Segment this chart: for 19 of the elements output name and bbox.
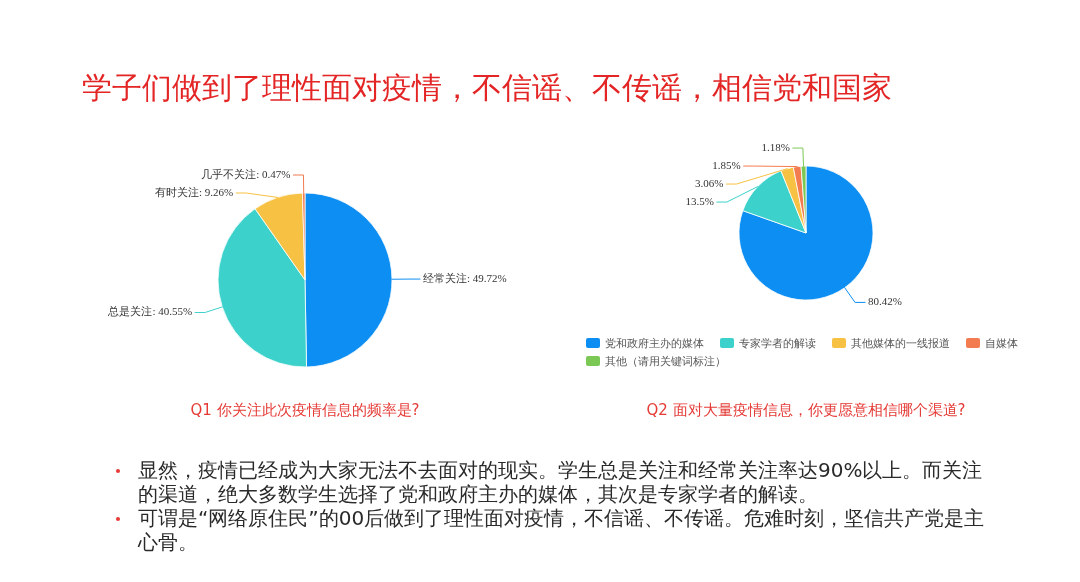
legend-label: 专家学者的解读 <box>739 336 816 350</box>
text: 学子们做到了理性面对疫情，不信谣、不传谣，相信党和国家 <box>82 70 893 106</box>
data-label: 13.5% <box>685 194 714 207</box>
data-label: 80.42% <box>868 294 902 307</box>
data-label: 1.18% <box>761 140 790 153</box>
data-label: 总是关注: 40.55% <box>107 305 193 318</box>
data-label: 经常关注: 49.72% <box>423 271 507 284</box>
legend-label: 自媒体 <box>985 336 1018 350</box>
text: Q1 你关注此次疫情信息的频率是? <box>189 400 421 420</box>
text: 可谓是“网络原住民”的00后做到了理性面对疫情，不信谣、不传谣。危难时刻，坚信共产党是主心骨。 <box>138 506 985 554</box>
legend-label: 其他（请用关键词标注） <box>605 354 726 368</box>
legend-label: 其他媒体的一线报道 <box>851 336 950 350</box>
data-label: 3.06% <box>695 176 724 189</box>
data-label: 几乎不关注: 0.47% <box>201 167 291 180</box>
legend-label: 党和政府主办的媒体 <box>605 336 704 350</box>
data-label: 有时关注: 9.26% <box>154 185 234 198</box>
text: Q2 面对大量疫情信息，你更愿意相信哪个渠道? <box>645 400 967 420</box>
data-label: 1.85% <box>712 158 741 171</box>
text: 显然，疫情已经成为大家无法不去面对的现实。学生总是关注和经常关注率达90%以上。而关注的渠道，绝大多数学生选择了党和政府主办的媒体，其次是专家学者的解读。 <box>138 458 983 506</box>
